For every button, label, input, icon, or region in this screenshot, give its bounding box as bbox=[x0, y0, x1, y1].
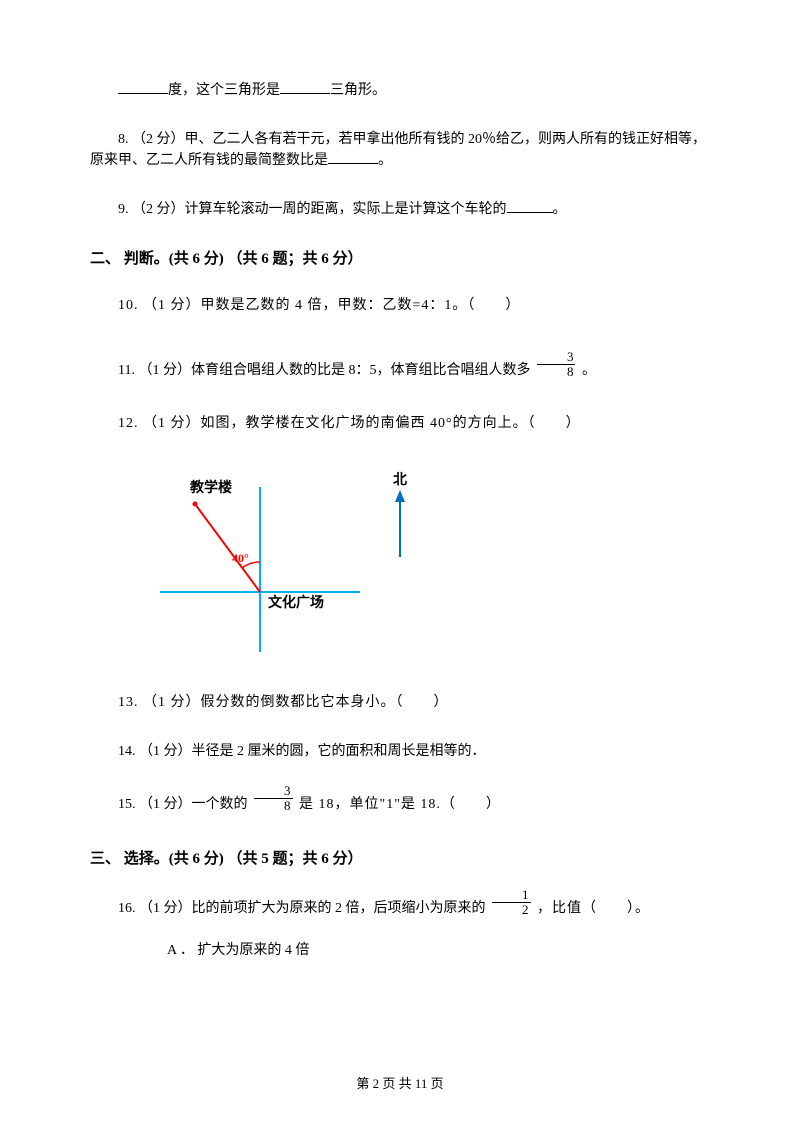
q15-post: 是 18，单位"1"是 18.（ ） bbox=[299, 797, 501, 812]
q13: 13. （1 分）假分数的倒数都比它本身小。（ ） bbox=[90, 692, 710, 713]
q10-text: 10. （1 分）甲数是乙数的 4 倍，甲数：乙数=4：1。（ ） bbox=[118, 298, 520, 313]
q11: 11. （1 分）体育组合唱组人数的比是 8：5，体育组比合唱组人数多 3 8 … bbox=[90, 356, 710, 386]
fraction-3-8: 3 8 bbox=[537, 350, 576, 380]
fraction-1-2: 1 2 bbox=[492, 888, 531, 918]
q9-text: 9. （2 分）计算车轮滚动一周的距离，实际上是计算这个车轮的 bbox=[118, 202, 507, 217]
q8: 8. （2 分）甲、乙二人各有若干元，若甲拿出他所有钱的 20％给乙，则两人所有… bbox=[90, 129, 710, 171]
q16: 16. （1 分）比的前项扩大为原来的 2 倍，后项缩小为原来的 1 2 ，比值… bbox=[90, 894, 710, 961]
blank-wheel bbox=[507, 199, 553, 213]
section-3-header: 三、 选择。(共 6 分) （共 5 题；共 6 分） bbox=[90, 848, 710, 871]
footer-suffix: 页 bbox=[427, 1076, 443, 1091]
frac-den-b: 8 bbox=[254, 799, 293, 813]
q12-text: 12. （1 分）如图，教学楼在文化广场的南偏西 40°的方向上。（ ） bbox=[118, 416, 581, 431]
direction-diagram: 教学楼 北 文化广场 40° bbox=[150, 462, 430, 662]
q7-tail: 度，这个三角形是 三角形。 bbox=[90, 80, 710, 101]
footer-mid: 页 共 bbox=[379, 1076, 415, 1091]
q8-text: 8. （2 分）甲、乙二人各有若干元，若甲拿出他所有钱的 20％给乙，则两人所有… bbox=[90, 132, 706, 168]
north-arrow-head bbox=[395, 490, 405, 502]
q8-tail: 。 bbox=[378, 153, 392, 168]
frac-num-c: 1 bbox=[492, 888, 531, 903]
blank-ratio bbox=[328, 150, 378, 164]
q16-pre: 16. （1 分）比的前项扩大为原来的 2 倍，后项缩小为原来的 bbox=[118, 901, 489, 916]
q16-post: ，比值（ ）。 bbox=[537, 901, 650, 916]
section-2-header: 二、 判断。(共 6 分) （共 6 题；共 6 分） bbox=[90, 248, 710, 271]
label-building: 教学楼 bbox=[190, 479, 232, 496]
q14: 14. （1 分）半径是 2 厘米的圆，它的面积和周长是相等的． bbox=[90, 741, 710, 762]
q15-pre: 15. （1 分）一个数的 bbox=[118, 797, 248, 812]
label-angle: 40° bbox=[232, 551, 249, 565]
diagram-svg: 教学楼 北 文化广场 40° bbox=[150, 462, 430, 662]
footer-total: 11 bbox=[415, 1076, 428, 1091]
q10: 10. （1 分）甲数是乙数的 4 倍，甲数：乙数=4：1。（ ） bbox=[90, 295, 710, 316]
footer-prefix: 第 bbox=[356, 1076, 372, 1091]
fraction-3-8-b: 3 8 bbox=[254, 784, 293, 814]
page-footer: 第 2 页 共 11 页 bbox=[0, 1073, 800, 1092]
q12: 12. （1 分）如图，教学楼在文化广场的南偏西 40°的方向上。（ ） bbox=[90, 413, 710, 434]
q16-option-a: A ． 扩大为原来的 4 倍 bbox=[139, 940, 710, 961]
frac-num-b: 3 bbox=[254, 784, 293, 799]
frac-num: 3 bbox=[537, 350, 576, 365]
q11-pre: 11. （1 分）体育组合唱组人数的比是 8：5，体育组比合唱组人数多 bbox=[118, 363, 530, 378]
blank-degree bbox=[118, 80, 168, 94]
q13-text: 13. （1 分）假分数的倒数都比它本身小。（ ） bbox=[118, 695, 449, 710]
frac-den: 8 bbox=[537, 365, 576, 379]
label-north: 北 bbox=[393, 472, 407, 488]
q14-text: 14. （1 分）半径是 2 厘米的圆，它的面积和周长是相等的． bbox=[118, 744, 486, 759]
q9: 9. （2 分）计算车轮滚动一周的距离，实际上是计算这个车轮的 。 bbox=[90, 199, 710, 220]
q15: 15. （1 分）一个数的 3 8 是 18，单位"1"是 18.（ ） bbox=[90, 790, 710, 820]
q7-text1: 度，这个三角形是 bbox=[168, 83, 280, 98]
building-line bbox=[195, 504, 260, 592]
q11-post: 。 bbox=[582, 363, 596, 378]
q9-tail: 。 bbox=[553, 202, 567, 217]
page-content: 度，这个三角形是 三角形。 8. （2 分）甲、乙二人各有若干元，若甲拿出他所有钱… bbox=[0, 0, 800, 1029]
building-dot bbox=[193, 502, 198, 507]
label-center: 文化广场 bbox=[268, 594, 324, 611]
frac-den-c: 2 bbox=[492, 903, 531, 917]
blank-triangle bbox=[280, 80, 330, 94]
q7-text2: 三角形。 bbox=[330, 83, 386, 98]
